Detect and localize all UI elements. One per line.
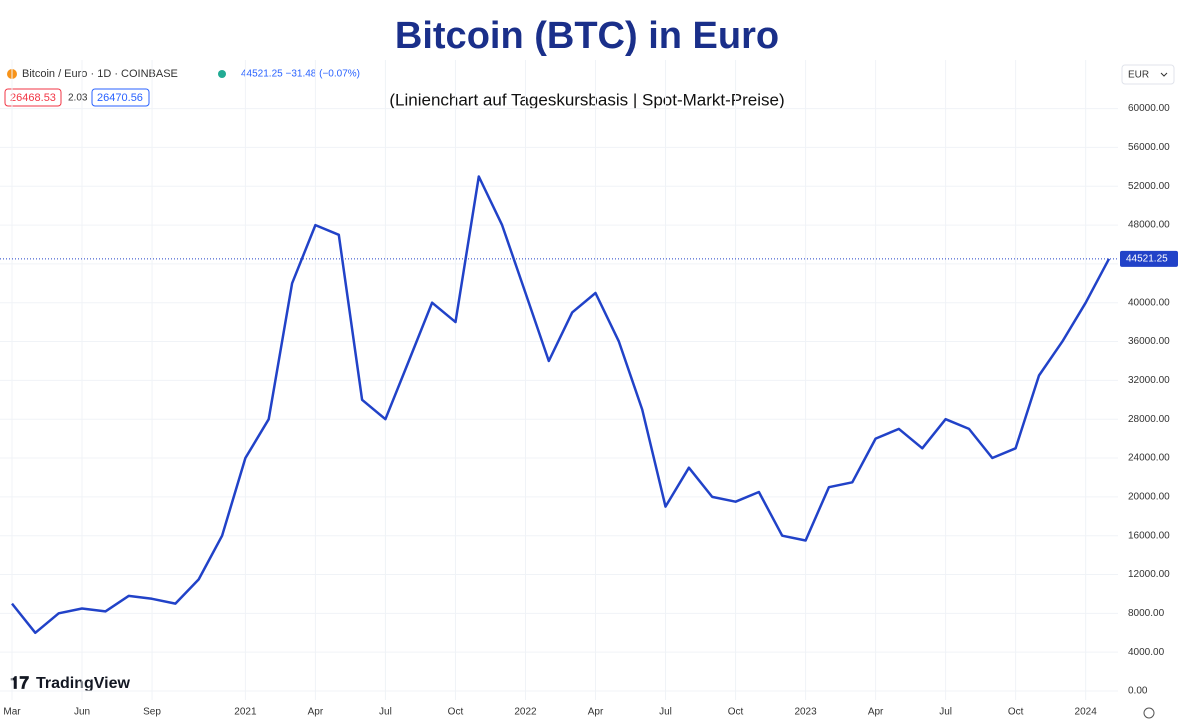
currency-select[interactable] (1121, 64, 1175, 85)
subtitle: (Linienchart auf Tageskursbasis | Spot-M… (389, 90, 784, 109)
logo-mark: 𝟏𝟕 (10, 673, 29, 692)
x-tick-label: Oct (728, 707, 744, 718)
y-tick-label: 32000.00 (1128, 375, 1170, 386)
y-tick-label: 28000.00 (1128, 414, 1170, 425)
quote: 44521.25 −31.48 (−0.07%) (241, 69, 360, 80)
x-tick-label: 2023 (794, 707, 817, 718)
x-tick-label: Mar (3, 707, 21, 718)
x-tick-label: Apr (308, 707, 324, 718)
dropdown-arrow (1160, 72, 1168, 77)
x-tick-label: Jul (939, 707, 952, 718)
x-tick-label: 2021 (234, 707, 257, 718)
y-tick-label: 56000.00 (1128, 142, 1170, 153)
price-line (11, 175, 1111, 635)
buy-price: 26470.56 (97, 92, 143, 104)
y-tick-label: 4000.00 (1128, 647, 1165, 658)
y-tick-label: 20000.00 (1128, 492, 1170, 503)
status-dot (218, 70, 226, 78)
title: Bitcoin (BTC) in Euro (395, 15, 779, 57)
x-tick-label: Jun (74, 707, 90, 718)
buy-box[interactable] (91, 88, 150, 107)
y-tick-label: 12000.00 (1128, 569, 1170, 580)
y-tick-label: 36000.00 (1128, 336, 1170, 347)
last-price-box (1120, 250, 1178, 267)
x-tick-label: Sep (143, 707, 161, 718)
x-tick-label: Oct (448, 707, 464, 718)
currency: EUR (1128, 70, 1149, 81)
y-tick-label: 8000.00 (1128, 608, 1165, 619)
last-price-label: 44521.25 (1126, 253, 1168, 264)
plot: 0.00 4000.00 8000.00 12000.00 16000.00 20000.… (0, 60, 1178, 718)
y-tick-label: 60000.00 (1128, 103, 1170, 114)
x-tick-label: 2024 (1075, 707, 1098, 718)
brand: TradingView (36, 675, 131, 692)
y-tick-label: 40000.00 (1128, 297, 1170, 308)
x-tick-label: Apr (868, 707, 884, 718)
y-tick-label: 48000.00 (1128, 220, 1170, 231)
x-tick-label: Apr (588, 707, 604, 718)
x-tick-label: 2022 (514, 707, 537, 718)
y-tick-label: 0.00 (1128, 686, 1148, 697)
y-tick-label: 16000.00 (1128, 530, 1170, 541)
x-tick-label: Jul (659, 707, 672, 718)
x-tick-label: Oct (1008, 707, 1024, 718)
y-tick-label: 52000.00 (1128, 181, 1170, 192)
symbol: Bitcoin / Euro · 1D · COINBASE (22, 68, 178, 80)
sell-price: 26468.53 (10, 92, 56, 104)
y-tick-label: 24000.00 (1128, 453, 1170, 464)
x-tick-label: Jul (379, 707, 392, 718)
settings-icon[interactable] (1143, 707, 1155, 719)
sell-box[interactable] (4, 88, 62, 107)
spread: 2.03 (68, 93, 88, 104)
